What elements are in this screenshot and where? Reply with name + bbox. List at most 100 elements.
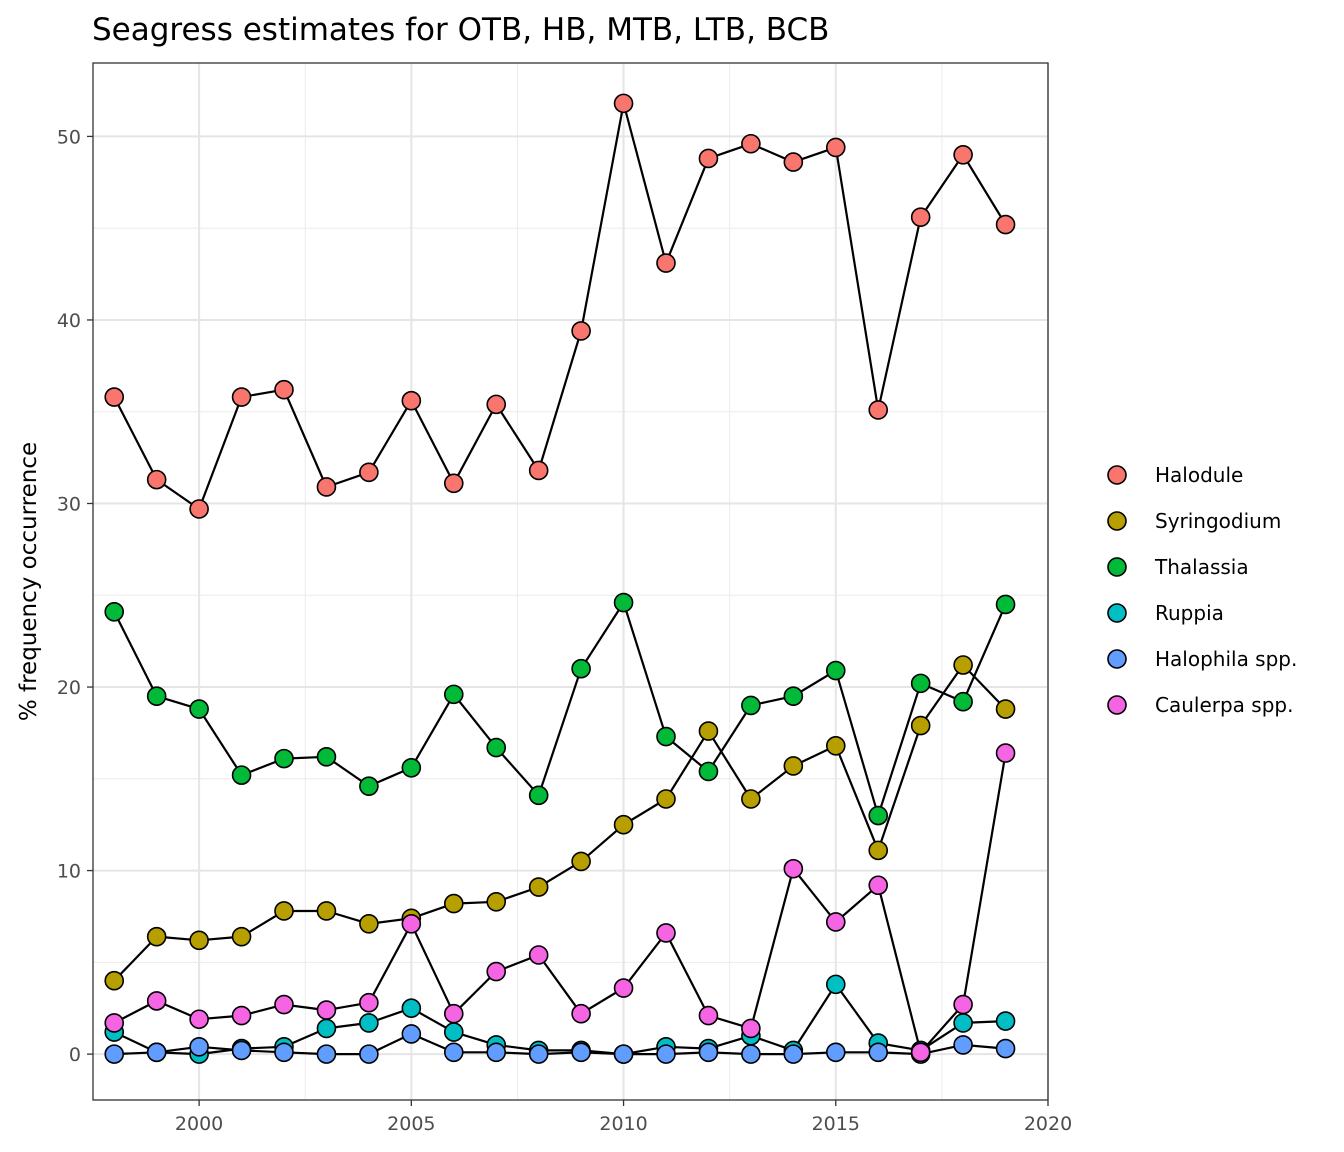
- data-point-syringodium: [571, 851, 591, 872]
- data-point-halodule: [825, 137, 846, 158]
- chart-title: Seagress estimates for OTB, HB, MTB, LTB…: [92, 12, 829, 48]
- data-point-halodule: [953, 144, 973, 165]
- data-point-caulerpa-spp: [953, 994, 973, 1015]
- y-axis-title: % frequency occurrence: [16, 442, 42, 721]
- y-tick-label: 10: [57, 861, 81, 883]
- series-line-caulerpa-spp: [113, 752, 1007, 1054]
- data-point-thalassia: [953, 691, 973, 712]
- data-point-syringodium: [528, 877, 549, 897]
- data-point-halodule: [274, 379, 294, 400]
- data-point-thalassia: [528, 785, 549, 806]
- data-point-thalassia: [231, 765, 252, 785]
- data-point-thalassia: [995, 594, 1016, 615]
- data-point-halodule: [104, 387, 125, 407]
- data-point-halophila-spp: [613, 1044, 634, 1064]
- data-point-syringodium: [783, 756, 804, 776]
- x-tick-label: 2005: [387, 1113, 435, 1135]
- legend-label-ruppia: Ruppia: [1155, 601, 1224, 625]
- legend-key-halodule: [1107, 465, 1127, 485]
- data-point-halophila-spp: [401, 1024, 422, 1044]
- data-point-halophila-spp: [571, 1042, 591, 1063]
- data-point-syringodium: [274, 901, 294, 921]
- legend-key-syringodium: [1107, 511, 1127, 531]
- data-point-halophila-spp: [146, 1042, 167, 1063]
- x-tick-label: 2020: [1024, 1113, 1072, 1135]
- data-point-caulerpa-spp: [571, 1003, 591, 1024]
- data-point-caulerpa-spp: [698, 1005, 719, 1026]
- data-point-syringodium: [316, 901, 337, 921]
- data-point-halophila-spp: [231, 1040, 252, 1061]
- data-point-thalassia: [486, 737, 507, 758]
- data-point-halodule: [910, 207, 931, 227]
- data-point-thalassia: [825, 660, 846, 681]
- data-point-syringodium: [953, 655, 973, 675]
- data-point-caulerpa-spp: [783, 858, 804, 879]
- data-point-halophila-spp: [656, 1044, 676, 1064]
- y-tick-label: 30: [57, 493, 81, 515]
- data-point-caulerpa-spp: [486, 961, 507, 982]
- data-point-halodule: [656, 253, 676, 273]
- data-point-halodule: [613, 93, 634, 114]
- legend-key-thalassia: [1107, 557, 1127, 577]
- data-point-thalassia: [698, 761, 719, 782]
- data-point-halophila-spp: [486, 1042, 507, 1063]
- data-point-caulerpa-spp: [274, 994, 294, 1015]
- legend: Halodule Syringodium Thalassia Ruppia Haloph…: [1107, 463, 1297, 717]
- data-point-syringodium: [146, 926, 167, 947]
- y-tick-label: 20: [57, 677, 81, 699]
- data-point-thalassia: [656, 726, 676, 747]
- data-point-caulerpa-spp: [104, 1013, 125, 1033]
- data-point-halophila-spp: [443, 1042, 464, 1063]
- data-point-syringodium: [359, 914, 379, 934]
- data-point-syringodium: [995, 699, 1016, 719]
- data-point-ruppia: [953, 1013, 973, 1033]
- data-point-ruppia: [401, 998, 422, 1019]
- data-point-thalassia: [146, 686, 167, 707]
- data-point-caulerpa-spp: [613, 978, 634, 998]
- series-lines: [113, 102, 1007, 1056]
- data-point-halophila-spp: [698, 1042, 719, 1063]
- data-point-halodule: [443, 473, 464, 494]
- data-point-halophila-spp: [995, 1038, 1016, 1059]
- legend-label-halodule: Halodule: [1155, 463, 1243, 487]
- data-point-thalassia: [613, 592, 634, 613]
- series-line-ruppia: [113, 983, 1006, 1056]
- y-tick-label: 40: [57, 310, 81, 332]
- data-point-caulerpa-spp: [359, 992, 379, 1013]
- data-point-halophila-spp: [868, 1042, 889, 1063]
- data-point-syringodium: [486, 891, 507, 912]
- data-point-ruppia: [443, 1022, 464, 1042]
- data-point-halophila-spp: [316, 1044, 337, 1064]
- data-point-halodule: [783, 152, 804, 172]
- data-point-syringodium: [825, 735, 846, 756]
- data-point-halodule: [868, 400, 889, 420]
- legend-key-ruppia: [1107, 603, 1127, 623]
- data-point-thalassia: [571, 658, 591, 679]
- data-point-syringodium: [613, 814, 634, 835]
- data-point-syringodium: [910, 715, 931, 736]
- data-point-thalassia: [783, 686, 804, 707]
- data-point-caulerpa-spp: [825, 912, 846, 932]
- x-tick-label: 2000: [175, 1113, 223, 1135]
- data-point-halophila-spp: [189, 1036, 209, 1057]
- data-point-syringodium: [656, 789, 676, 809]
- legend-key-caulerpa-spp: [1107, 695, 1127, 715]
- data-point-halodule: [698, 148, 719, 169]
- data-point-halodule: [231, 387, 252, 407]
- data-point-syringodium: [698, 721, 719, 741]
- data-point-thalassia: [741, 695, 761, 716]
- axes: 2000 2005 2010 2015 2020 0 10 20 30 40 50: [57, 126, 1072, 1135]
- series-line-halodule: [113, 102, 1007, 511]
- series-line-halophila-spp: [114, 1032, 1006, 1056]
- data-point-ruppia: [995, 1011, 1016, 1031]
- data-point-halodule: [359, 462, 379, 483]
- data-point-thalassia: [443, 684, 464, 705]
- data-point-halodule: [401, 390, 422, 411]
- data-point-caulerpa-spp: [189, 1009, 209, 1030]
- data-point-syringodium: [741, 789, 761, 809]
- legend-key-halophila-spp: [1107, 649, 1127, 669]
- legend-label-syringodium: Syringodium: [1155, 509, 1281, 533]
- legend-label-thalassia: Thalassia: [1154, 555, 1249, 579]
- data-point-caulerpa-spp: [995, 743, 1016, 763]
- legend-label-caulerpa-spp: Caulerpa spp.: [1155, 693, 1293, 717]
